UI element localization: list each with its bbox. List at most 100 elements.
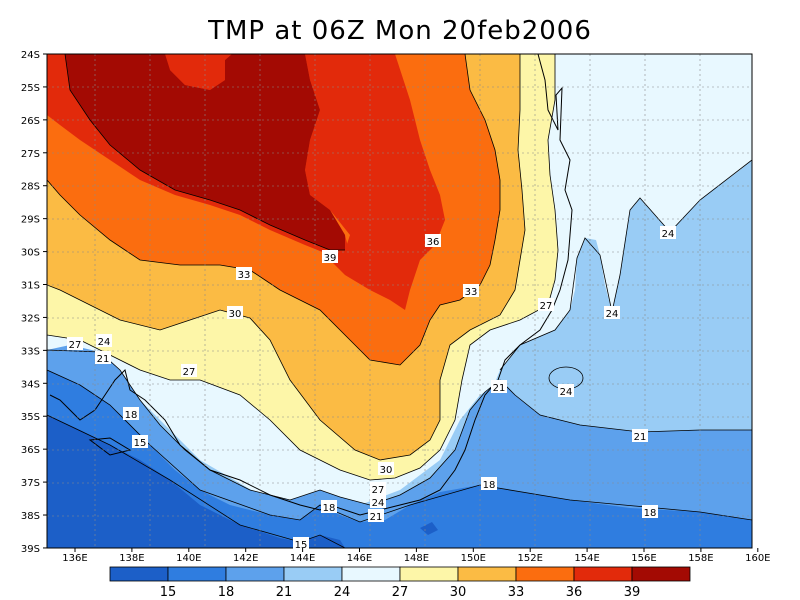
contour-label: 33 xyxy=(236,267,252,281)
contour-label: 21 xyxy=(95,351,111,365)
svg-text:18: 18 xyxy=(644,508,657,519)
svg-text:24: 24 xyxy=(606,309,619,320)
lon-label: 142E xyxy=(233,553,258,564)
contour-label: 24 xyxy=(604,306,620,320)
plot-frame xyxy=(46,53,753,549)
contour-label: 39 xyxy=(322,250,338,264)
contour-label: 21 xyxy=(368,509,384,523)
lon-label: 140E xyxy=(176,553,201,564)
svg-text:21: 21 xyxy=(370,512,383,523)
lon-label: 136E xyxy=(62,553,87,564)
contour-label: 15 xyxy=(132,435,148,449)
svg-text:24: 24 xyxy=(560,387,573,398)
lat-label: 35S xyxy=(21,412,40,423)
contour-label: 27 xyxy=(67,337,83,351)
lat-label: 39S xyxy=(21,544,40,555)
contour-label: 33 xyxy=(463,284,479,298)
colorbar-swatch xyxy=(341,566,401,582)
lon-label: 160E xyxy=(745,553,770,564)
svg-text:27: 27 xyxy=(540,301,553,312)
colorbar-label: 15 xyxy=(160,585,177,600)
colorbar-swatch xyxy=(573,566,633,582)
lon-label: 146E xyxy=(347,553,372,564)
colorbar-swatch xyxy=(109,566,169,582)
colorbar-swatch xyxy=(631,566,691,582)
grid xyxy=(47,54,752,548)
svg-text:21: 21 xyxy=(634,432,647,443)
lat-label: 31S xyxy=(21,281,40,292)
colorbar-swatch xyxy=(225,566,285,582)
contour-label: 24 xyxy=(558,384,574,398)
lon-label: 150E xyxy=(461,553,486,564)
lat-label: 36S xyxy=(21,445,40,456)
lon-label: 152E xyxy=(517,553,542,564)
latitude-labels: 24S 25S 26S 27S 28S 29S 30S 31S 32S 33S 34S 35S 36S 3… xyxy=(21,50,47,555)
contour-lines xyxy=(47,54,752,548)
colorbar-swatch xyxy=(399,566,459,582)
colorbar: 15 18 21 24 27 30 33 36 39 xyxy=(109,566,691,600)
svg-text:18: 18 xyxy=(125,410,138,421)
svg-text:24: 24 xyxy=(662,229,675,240)
lat-label: 28S xyxy=(21,182,40,193)
band-lt-15-b xyxy=(420,522,438,535)
lat-label: 24S xyxy=(21,50,40,61)
lat-label: 37S xyxy=(21,478,40,489)
svg-text:15: 15 xyxy=(295,540,308,551)
svg-text:30: 30 xyxy=(229,309,242,320)
lon-label: 158E xyxy=(688,553,713,564)
colorbar-label: 18 xyxy=(218,585,235,600)
cool-island xyxy=(549,367,583,389)
contour-label: 27 xyxy=(370,482,386,496)
lon-label: 156E xyxy=(631,553,656,564)
colorbar-label: 27 xyxy=(392,585,409,600)
colorbar-swatch xyxy=(167,566,227,582)
contour-label: 27 xyxy=(538,298,554,312)
lon-label: 148E xyxy=(404,553,429,564)
band-15-18 xyxy=(47,370,752,548)
svg-text:33: 33 xyxy=(238,270,251,281)
contour-label: 36 xyxy=(425,234,441,248)
contour-label: 30 xyxy=(378,462,394,476)
lon-label: 144E xyxy=(290,553,315,564)
contour-labels: 39 36 33 33 30 27 27 24 24 24 24 21 21 21 18 18 18 18 15 15… xyxy=(67,226,676,551)
svg-text:18: 18 xyxy=(483,480,496,491)
colorbar-label: 36 xyxy=(566,585,583,600)
svg-text:27: 27 xyxy=(69,340,82,351)
lat-label: 26S xyxy=(21,116,40,127)
map-title: TMP at 06Z Mon 20feb2006 xyxy=(208,16,592,46)
lat-label: 27S xyxy=(21,149,40,160)
svg-text:39: 39 xyxy=(324,253,337,264)
band-36-39-east xyxy=(305,54,445,310)
lat-label: 29S xyxy=(21,215,40,226)
contour-label: 21 xyxy=(632,429,648,443)
colorbar-label: 30 xyxy=(450,585,467,600)
contour-label: 30 xyxy=(227,306,243,320)
contour-label: 18 xyxy=(123,407,139,421)
svg-text:21: 21 xyxy=(97,354,110,365)
svg-text:30: 30 xyxy=(380,465,393,476)
svg-text:21: 21 xyxy=(493,383,506,394)
svg-text:27: 27 xyxy=(183,367,196,378)
svg-text:36: 36 xyxy=(427,237,440,248)
colorbar-label: 33 xyxy=(508,585,525,600)
lat-label: 33S xyxy=(21,346,40,357)
lat-label: 38S xyxy=(21,511,40,522)
contour-label: 18 xyxy=(321,500,337,514)
band-lt-15 xyxy=(47,415,345,548)
contour-label: 24 xyxy=(370,495,386,509)
contour-label: 24 xyxy=(660,226,676,240)
contour-label: 18 xyxy=(481,477,497,491)
colorbar-swatch xyxy=(457,566,517,582)
contour-label: 24 xyxy=(96,334,112,348)
lat-label: 30S xyxy=(21,248,40,259)
colorbar-swatch xyxy=(515,566,575,582)
lat-label: 34S xyxy=(21,379,40,390)
lon-label: 138E xyxy=(119,553,144,564)
svg-text:24: 24 xyxy=(372,498,385,509)
svg-text:18: 18 xyxy=(323,503,336,514)
contour-label: 15 xyxy=(293,537,309,551)
svg-text:27: 27 xyxy=(372,485,385,496)
colorbar-label: 24 xyxy=(334,585,351,600)
contour-label: 18 xyxy=(642,505,658,519)
